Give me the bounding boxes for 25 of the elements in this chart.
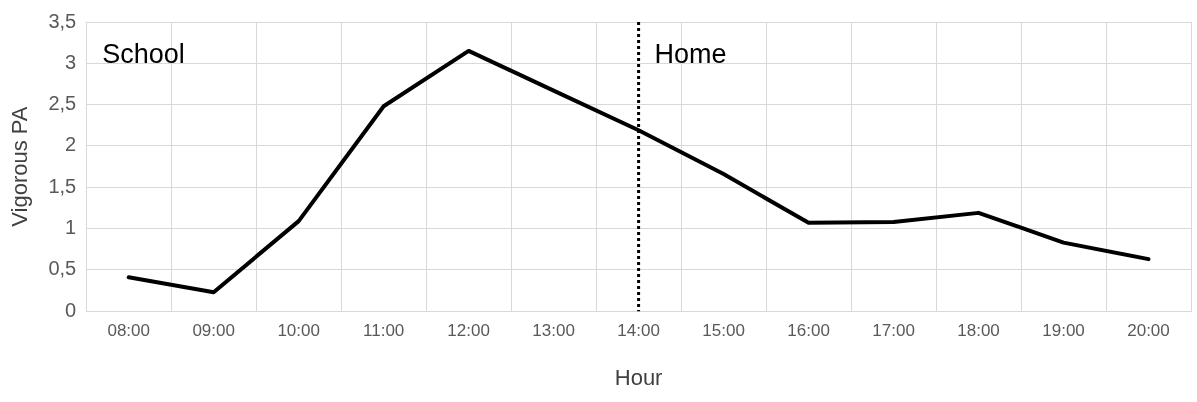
x-tick-label: 14:00 [617, 321, 660, 341]
x-tick-label: 11:00 [363, 321, 405, 341]
y-tick-label: 1,5 [48, 174, 77, 197]
x-tick-label: 16:00 [787, 321, 830, 341]
x-axis-title: Hour [614, 364, 663, 390]
x-tick-label: 12:00 [447, 321, 490, 341]
y-tick-label: 3 [65, 50, 77, 73]
x-tick-label: 15:00 [702, 321, 745, 341]
x-tick-label: 13:00 [532, 321, 575, 341]
y-tick-label: 2 [65, 133, 77, 156]
y-tick-label: 1 [65, 216, 77, 239]
x-tick-label: 20:00 [1127, 321, 1170, 341]
x-tick-label: 10:00 [277, 321, 320, 341]
x-tick-label: 17:00 [872, 321, 915, 341]
y-axis-title: Vigorous PA [7, 106, 33, 227]
y-tick-label: 3,5 [48, 9, 77, 32]
x-tick-label: 08:00 [107, 321, 150, 341]
annotation: Home [654, 38, 727, 69]
y-tick-label: 0 [65, 298, 77, 321]
x-tick-label: 18:00 [957, 321, 1000, 341]
y-tick-label: 0,5 [48, 257, 77, 280]
annotation: School [102, 38, 185, 69]
x-tick-label: 09:00 [192, 321, 235, 341]
y-tick-label: 2,5 [48, 92, 77, 115]
x-tick-label: 19:00 [1042, 321, 1085, 341]
